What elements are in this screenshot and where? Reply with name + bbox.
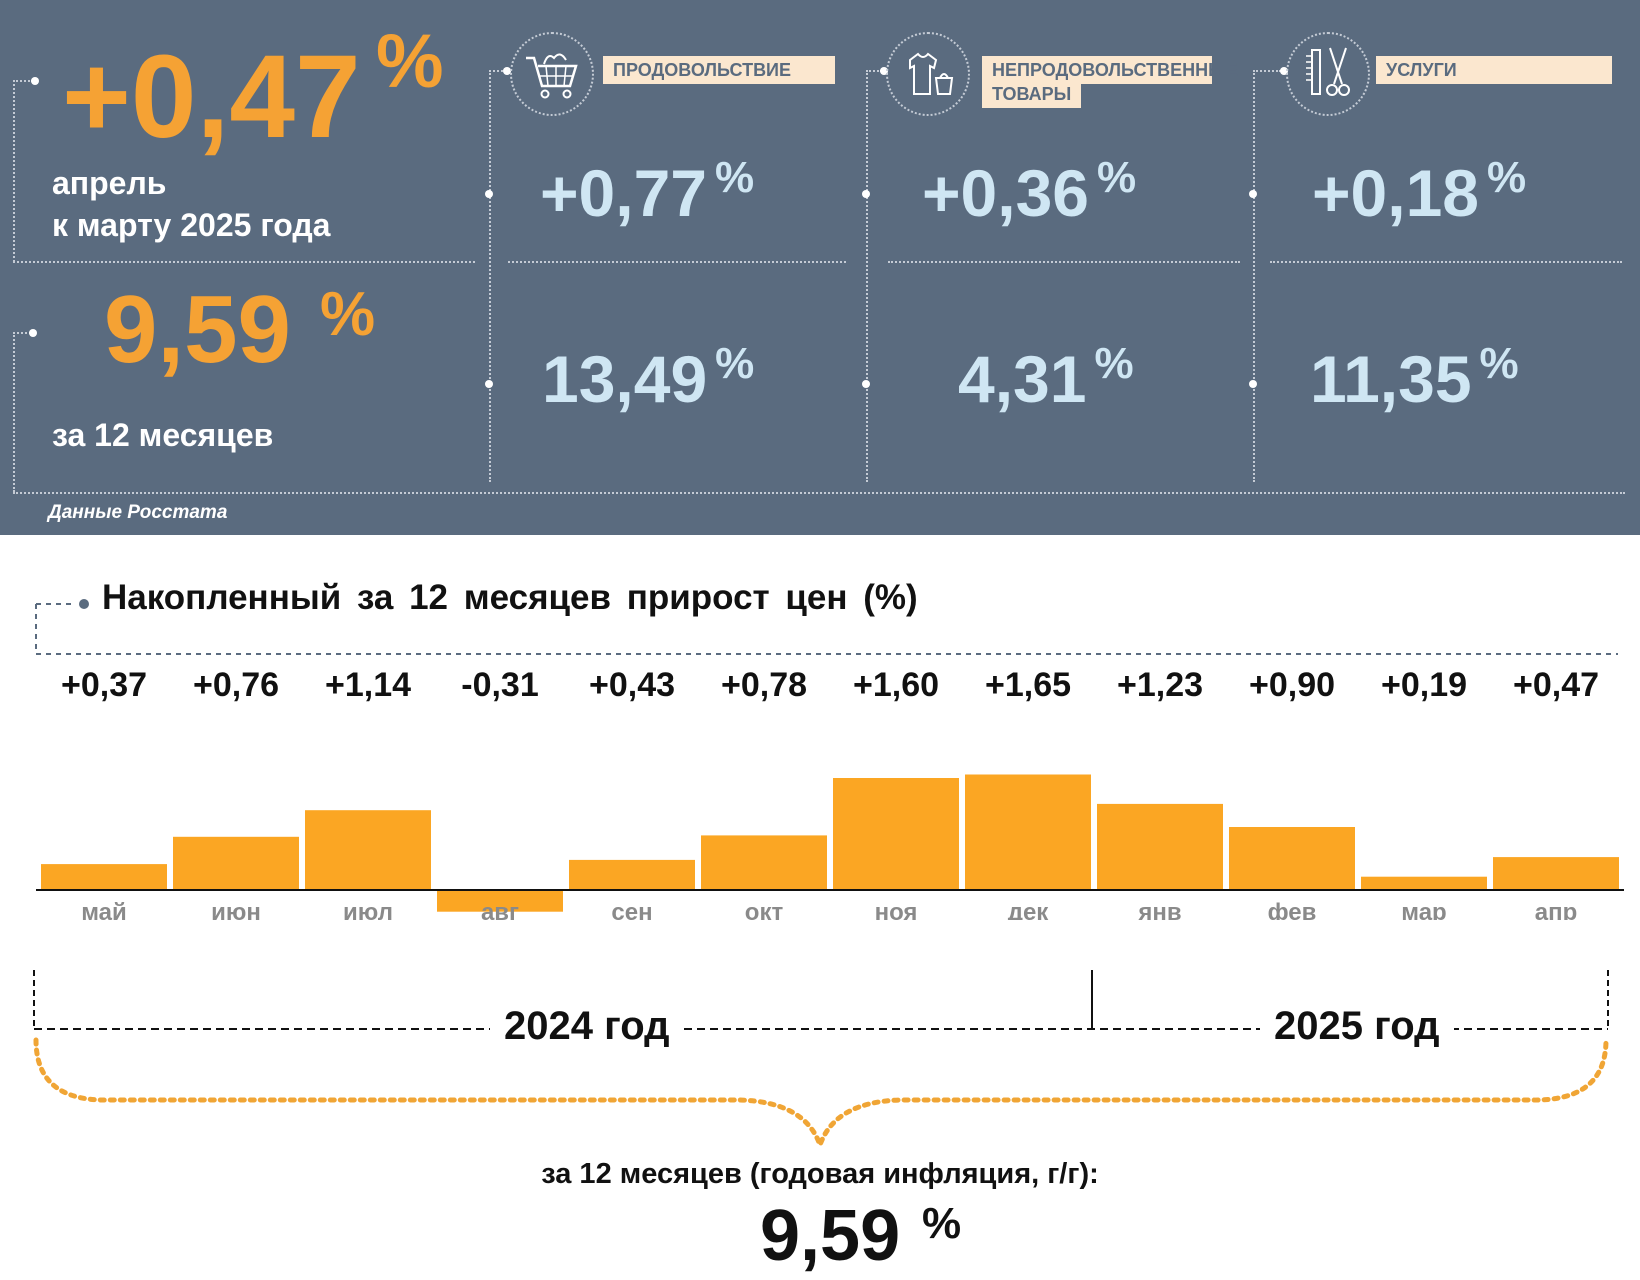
value-label: +1,65 <box>985 666 1071 704</box>
category-label: окт <box>745 899 784 920</box>
category-tag-food: ПРОДОВОЛЬСТВИЕ <box>603 56 835 84</box>
comb-scissors-icon <box>1306 47 1350 96</box>
clothes-icon <box>909 52 954 95</box>
bullet-dot <box>485 190 493 198</box>
category-tag-nonfood-line1: НЕПРОДОВОЛЬСТВЕННЫЕ <box>992 60 1238 80</box>
divider <box>13 80 15 262</box>
bar-апр <box>1493 857 1619 890</box>
category-tag-nonfood-line2: ТОВАРЫ <box>982 80 1082 108</box>
monthly-inflation-bar-chart: +0,37 май +0,76 июн +1,14 июл -0,31 авг +0,43 сен… <box>36 666 1624 920</box>
nonfood-monthly-value: +0,36% <box>922 153 1137 230</box>
annual-inflation-label: за 12 месяцев (годовая инфляция, г/г): <box>541 1158 1099 1190</box>
category-icon-frame <box>886 32 970 116</box>
value-label: +0,19 <box>1381 666 1467 704</box>
divider <box>1253 70 1255 482</box>
divider <box>866 70 882 72</box>
category-tag-services: УСЛУГИ <box>1376 56 1612 84</box>
monthly-label-line2: к марту 2025 года <box>52 207 331 243</box>
chart-title: Накопленный за 12 месяцев прирост цен (%… <box>102 578 918 617</box>
year-label-2025: 2025 год <box>1260 1004 1454 1049</box>
bullet-dot <box>485 380 493 388</box>
value-label: +0,76 <box>193 666 279 704</box>
value-label: +0,43 <box>589 666 675 704</box>
category-label: апр <box>1535 899 1578 920</box>
divider <box>13 332 31 334</box>
divider <box>1270 261 1622 263</box>
bullet-dot <box>1280 67 1288 75</box>
annual-label: за 12 месяцев <box>52 417 274 453</box>
category-label: авг <box>481 899 519 920</box>
bar-окт <box>701 835 827 890</box>
bar-май <box>41 864 167 890</box>
bar-сен <box>569 859 695 890</box>
category-label: дек <box>1008 899 1050 920</box>
bullet-dot <box>1249 380 1257 388</box>
bar-июн <box>173 836 299 890</box>
food-monthly-value: +0,77% <box>540 153 755 230</box>
value-label: -0,31 <box>461 666 539 704</box>
category-label: май <box>81 899 127 920</box>
bullet-dot <box>862 380 870 388</box>
title-connector <box>35 599 1618 655</box>
bar-авг <box>437 890 563 912</box>
annual-inflation-pct: % <box>922 1199 962 1248</box>
value-label: +1,23 <box>1117 666 1203 704</box>
value-label: +0,78 <box>721 666 807 704</box>
bar-дек <box>965 774 1091 890</box>
divider <box>866 70 868 482</box>
divider <box>13 261 475 263</box>
category-label: июн <box>211 899 261 920</box>
bar-июл <box>305 810 431 890</box>
bullet-dot <box>29 329 37 337</box>
category-label: ноя <box>875 899 918 920</box>
category-label: июл <box>343 899 393 920</box>
services-monthly-value: +0,18% <box>1312 153 1527 230</box>
value-label: +1,14 <box>325 666 411 704</box>
value-label: +0,47 <box>1513 666 1599 704</box>
divider <box>489 70 491 482</box>
bullet-dot <box>880 67 888 75</box>
bar-янв <box>1097 803 1223 890</box>
food-annual-value: 13,49% <box>542 339 755 416</box>
category-icon-frame <box>1286 32 1370 116</box>
divider <box>13 80 33 82</box>
divider <box>13 332 15 492</box>
value-label: +1,60 <box>853 666 939 704</box>
year-bracket <box>33 970 1609 1153</box>
divider <box>489 70 507 72</box>
category-tag-nonfood: НЕПРОДОВОЛЬСТВЕННЫЕ <box>982 56 1238 84</box>
annual-pct: % <box>320 280 376 349</box>
bar-ноя <box>833 778 959 890</box>
category-icon-frame <box>510 32 594 116</box>
divider <box>888 261 1240 263</box>
bullet-dot <box>31 77 39 85</box>
bar-фев <box>1229 827 1355 890</box>
services-annual-value: 11,35% <box>1310 339 1519 416</box>
nonfood-annual-value: 4,31% <box>958 339 1134 416</box>
annual-value: 9,59 <box>104 276 291 383</box>
divider <box>1253 70 1281 72</box>
divider <box>508 261 846 263</box>
monthly-label-line1: апрель <box>52 165 167 201</box>
category-label: фев <box>1268 899 1317 920</box>
bullet-dot <box>862 190 870 198</box>
source-note: Данные Росстата <box>48 502 228 523</box>
monthly-value: +0,47 <box>62 31 361 163</box>
shopping-cart-icon <box>526 53 578 99</box>
bullet-dot <box>503 67 511 75</box>
monthly-pct: % <box>376 19 444 104</box>
value-label: +0,90 <box>1249 666 1335 704</box>
category-label: сен <box>611 899 652 920</box>
bar-мар <box>1361 876 1487 890</box>
divider <box>13 492 1625 494</box>
category-label: мар <box>1401 899 1446 920</box>
category-label: янв <box>1137 899 1181 920</box>
annual-inflation-value: 9,59 <box>760 1196 901 1276</box>
year-label-2024: 2024 год <box>490 1004 684 1049</box>
bullet-dot <box>1249 190 1257 198</box>
value-label: +0,37 <box>61 666 147 704</box>
summary-panel: +0,47 % апрель к марту 2025 года 9,59 % … <box>0 0 1640 535</box>
